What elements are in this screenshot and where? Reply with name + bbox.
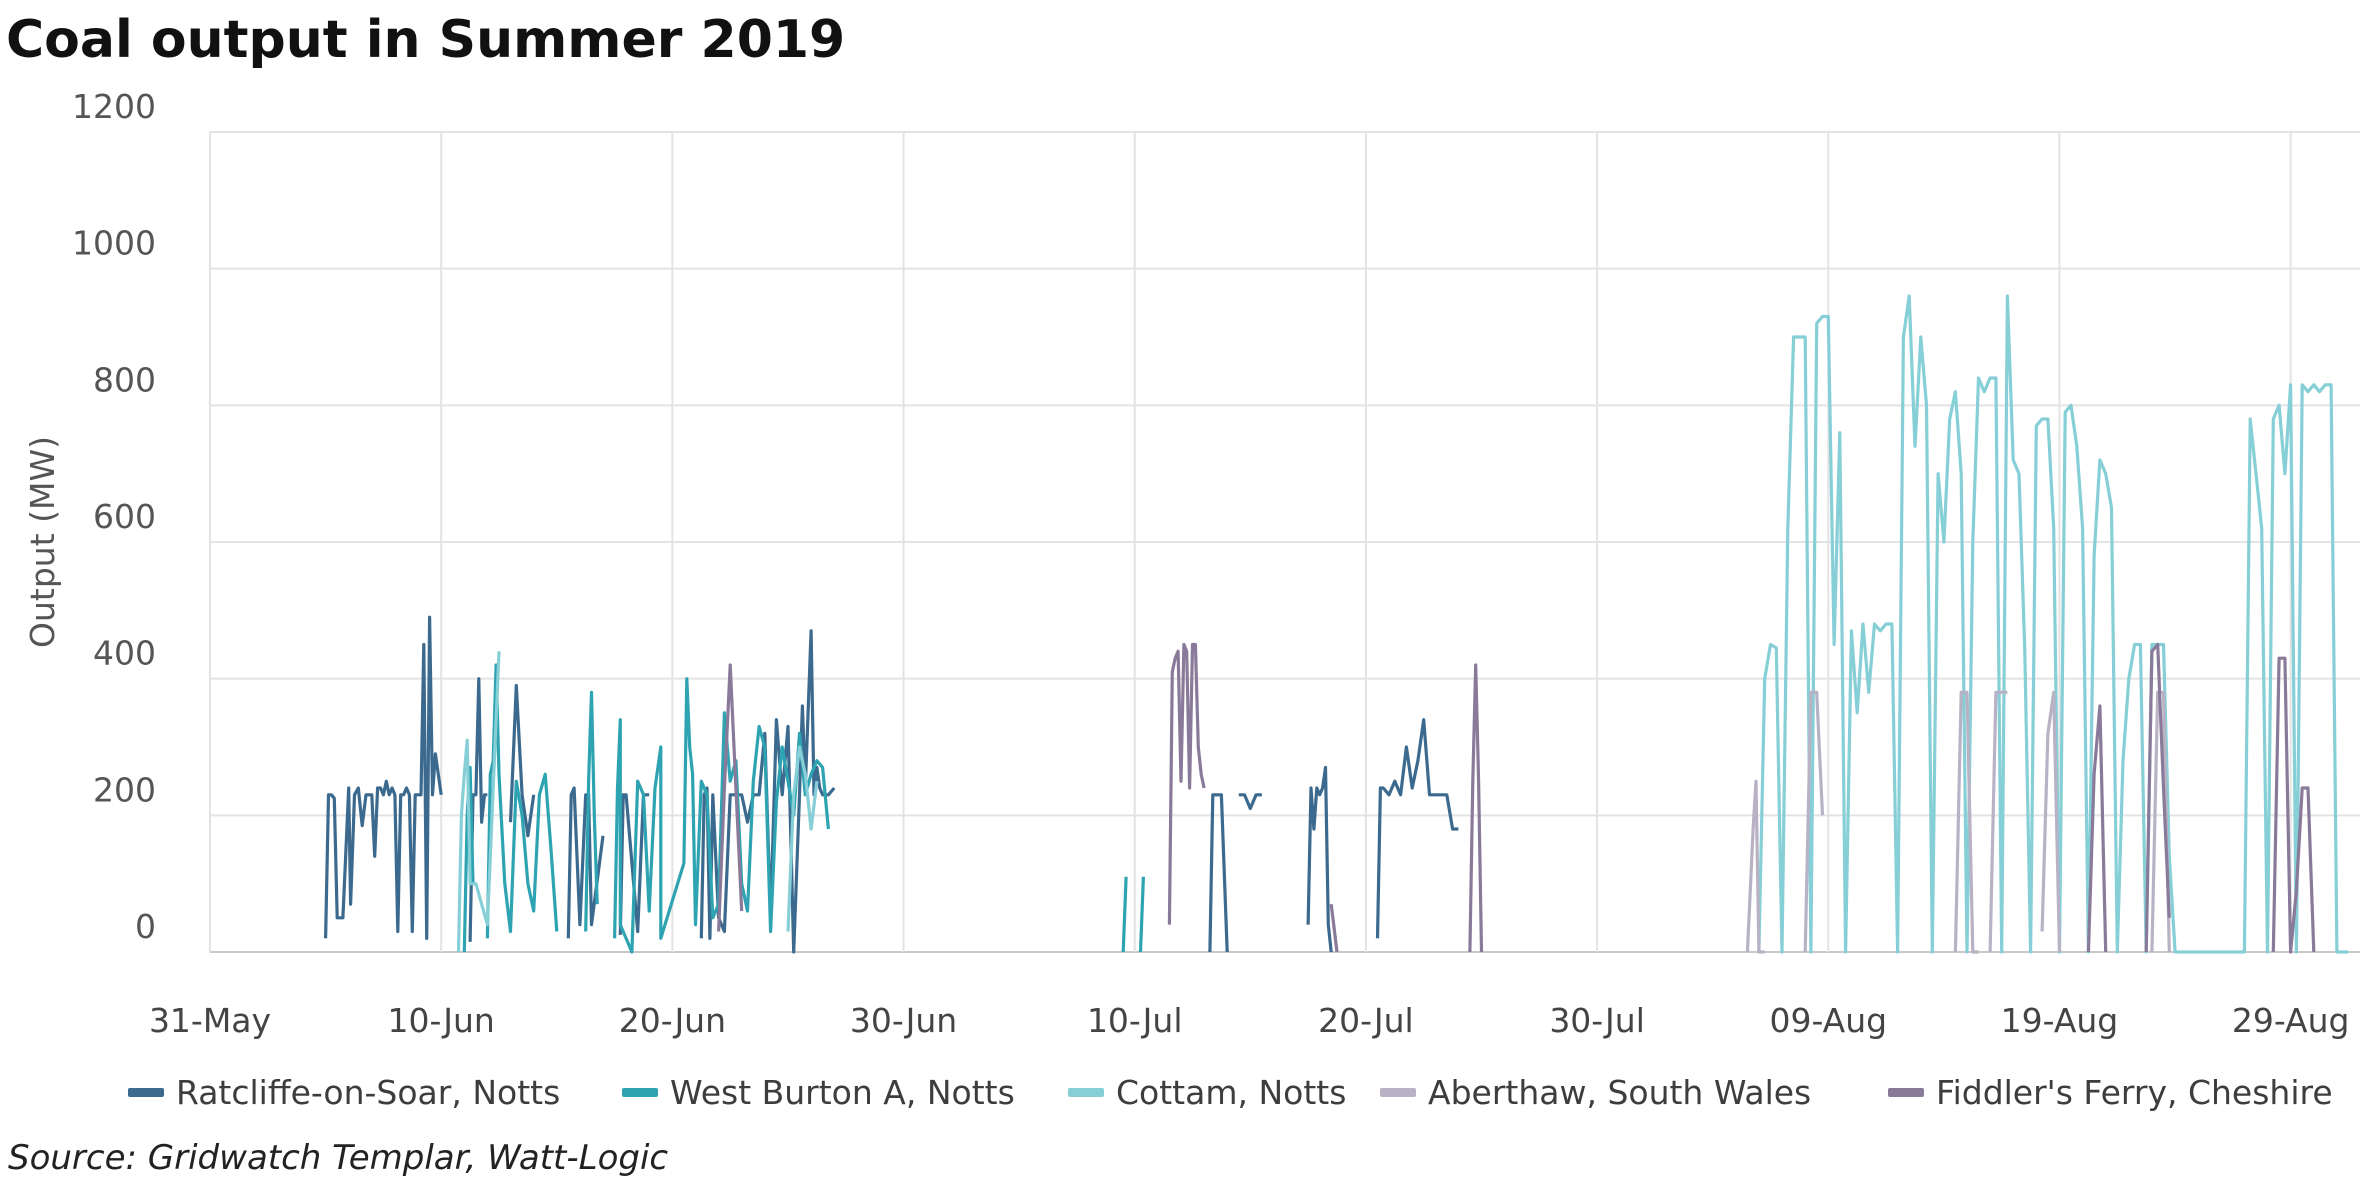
legend-swatch	[1380, 1087, 1416, 1097]
legend-swatch	[1888, 1087, 1924, 1097]
series-line-4	[1745, 690, 2171, 954]
legend-item: West Burton A, Notts	[622, 1070, 1015, 1114]
y-tick-label: 600	[93, 497, 156, 536]
legend-label: West Burton A, Notts	[670, 1072, 1015, 1112]
y-tick-label: 1200	[72, 87, 156, 126]
grid	[209, 131, 2360, 953]
legend-label: Cottam, Notts	[1116, 1072, 1347, 1112]
legend-label: Aberthaw, South Wales	[1428, 1072, 1812, 1112]
x-tick-label: 10-Jul	[1087, 1001, 1183, 1040]
x-tick-label: 31-May	[149, 1001, 271, 1040]
x-tick-label: 09-Aug	[1769, 1001, 1887, 1040]
y-tick-label: 1000	[72, 224, 156, 263]
chart-title: Coal output in Summer 2019	[6, 10, 846, 70]
series-line-1	[324, 615, 1459, 954]
series-line-3	[456, 294, 2349, 954]
y-tick-label: 800	[93, 360, 156, 399]
x-tick-label: 30-Jul	[1549, 1001, 1645, 1040]
y-tick-label: 0	[135, 907, 156, 946]
legend-label: Ratcliffe-on-Soar, Notts	[176, 1072, 561, 1112]
x-tick-label: 20-Jul	[1318, 1001, 1414, 1040]
legend-item: Cottam, Notts	[1068, 1070, 1346, 1114]
y-tick-label: 400	[93, 634, 156, 673]
series-line-5	[717, 642, 2316, 954]
x-tick-label: 29-Aug	[2232, 1001, 2350, 1040]
x-tick-label: 10-Jun	[388, 1001, 495, 1040]
legend: Ratcliffe-on-Soar, Notts West Burton A, N…	[0, 1070, 2380, 1114]
x-tick-label: 30-Jun	[850, 1001, 957, 1040]
axes: 0 200 400 600 800 1000 1200 31-May 10-Jun 20-Jun 3…	[23, 87, 2349, 1040]
x-tick-label: 20-Jun	[619, 1001, 726, 1040]
y-tick-label: 200	[93, 770, 156, 809]
y-axis-label: Output (MW)	[23, 436, 62, 648]
legend-item: Fiddler's Ferry, Cheshire	[1888, 1070, 2333, 1114]
legend-item: Ratcliffe-on-Soar, Notts	[128, 1070, 560, 1114]
source-note: Source: Gridwatch Templar, Watt-Logic	[8, 1138, 669, 1178]
series-lines	[324, 294, 2349, 954]
legend-swatch	[1068, 1087, 1104, 1097]
legend-label: Fiddler's Ferry, Cheshire	[1936, 1072, 2333, 1112]
legend-swatch	[622, 1087, 658, 1097]
legend-item: Aberthaw, South Wales	[1380, 1070, 1811, 1114]
x-tick-label: 19-Aug	[2001, 1001, 2119, 1040]
legend-swatch	[128, 1087, 164, 1097]
